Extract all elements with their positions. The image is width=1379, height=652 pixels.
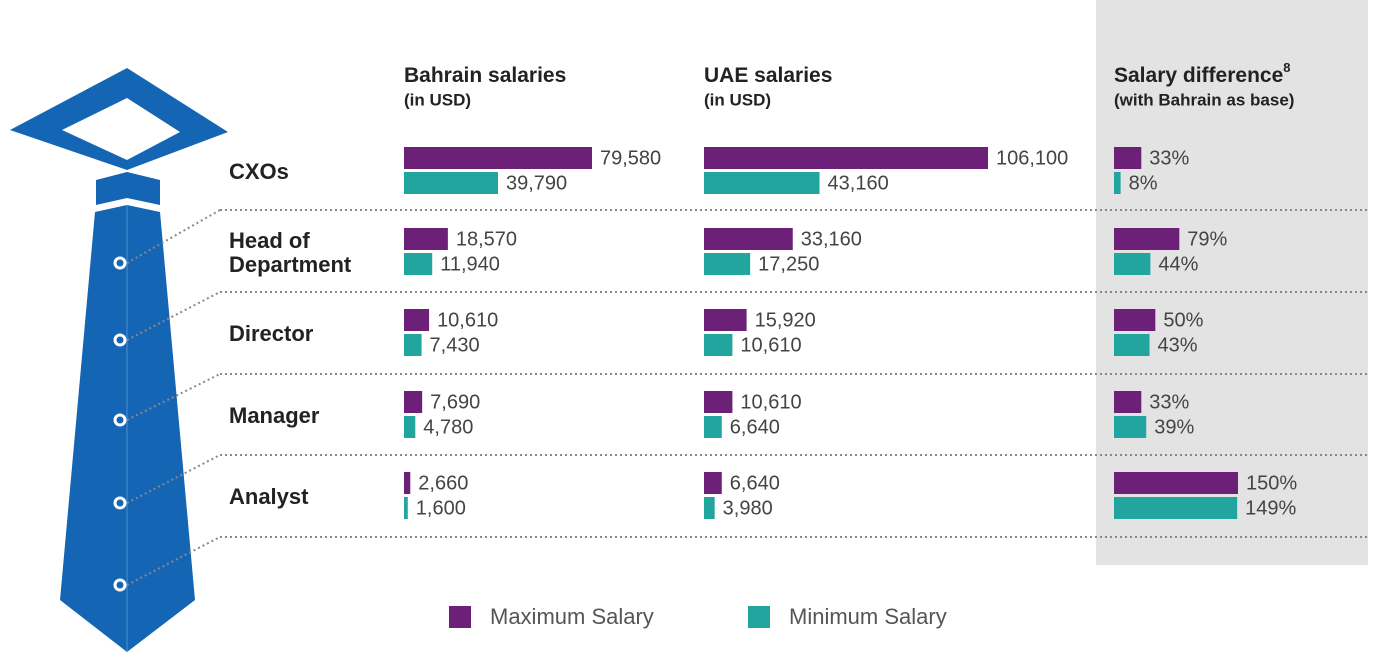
value-label: 43% <box>1158 334 1198 356</box>
value-label: 44% <box>1158 253 1198 275</box>
bar <box>704 472 722 494</box>
value-label: 10,610 <box>740 391 801 413</box>
legend-label: Minimum Salary <box>789 604 947 629</box>
value-label: 6,640 <box>730 472 780 494</box>
value-label: 11,940 <box>440 253 500 275</box>
category-label: CXOs <box>229 160 401 184</box>
tie-stud <box>115 335 125 345</box>
value-label: 17,250 <box>758 253 819 275</box>
value-label: 7,430 <box>430 334 480 356</box>
panel-subtitle: (in USD) <box>404 90 471 109</box>
tie-stud <box>115 580 125 590</box>
legend-label: Maximum Salary <box>490 604 654 629</box>
value-label: 10,610 <box>437 309 498 331</box>
bar <box>404 147 592 169</box>
value-label: 150% <box>1246 472 1297 494</box>
tie-stud <box>115 415 125 425</box>
panel-subtitle: (in USD) <box>704 90 771 109</box>
bar <box>1114 334 1150 356</box>
value-label: 79,580 <box>600 147 661 169</box>
bar <box>704 497 715 519</box>
value-label: 39,790 <box>506 172 567 194</box>
infographic: Bahrain salaries (in USD) 79,580 18,570 10,6… <box>0 0 1379 652</box>
value-label: 2,660 <box>418 472 468 494</box>
bar <box>404 334 422 356</box>
bar <box>404 416 415 438</box>
category-label: Analyst <box>229 485 401 509</box>
bar <box>704 309 747 331</box>
bar <box>1114 416 1146 438</box>
bar <box>704 416 722 438</box>
tie-stud <box>115 498 125 508</box>
panel-title-text: UAE salaries <box>704 64 832 87</box>
value-label: 33% <box>1149 391 1189 413</box>
panel-title: Bahrain salaries <box>404 64 566 87</box>
bar <box>704 253 750 275</box>
panel-title-text: Salary difference <box>1114 64 1283 87</box>
panel-title: UAE salaries <box>704 64 832 87</box>
bar <box>704 391 732 413</box>
bar <box>404 391 422 413</box>
bar <box>1114 497 1237 519</box>
tie-collar <box>96 172 160 205</box>
chart: Bahrain salaries (in USD) 79,580 18,570 10,6… <box>0 0 1379 652</box>
value-label: 7,690 <box>430 391 480 413</box>
value-label: 18,570 <box>456 228 517 250</box>
value-label: 39% <box>1154 416 1194 438</box>
category-label: Head of Department <box>229 229 401 277</box>
value-label: 8% <box>1129 172 1158 194</box>
bar <box>1114 147 1141 169</box>
bar <box>704 228 793 250</box>
value-label: 6,640 <box>730 416 780 438</box>
bar <box>404 172 498 194</box>
legend-swatch <box>449 606 471 628</box>
panel-title-text: Bahrain salaries <box>404 64 566 87</box>
bar <box>404 228 448 250</box>
legend-swatch <box>748 606 770 628</box>
panel-title: Salary difference8 <box>1114 60 1291 86</box>
bar <box>404 497 408 519</box>
value-label: 43,160 <box>828 172 889 194</box>
value-label: 33,160 <box>801 228 862 250</box>
tie-stud <box>115 258 125 268</box>
bar <box>1114 391 1141 413</box>
category-label: Manager <box>229 404 401 428</box>
bar <box>1114 309 1155 331</box>
value-label: 149% <box>1245 497 1296 519</box>
category-label: Director <box>229 322 401 346</box>
value-label: 1,600 <box>416 497 466 519</box>
value-label: 50% <box>1163 309 1203 331</box>
panel-subtitle: (with Bahrain as base) <box>1114 90 1294 109</box>
bar <box>1114 172 1121 194</box>
value-label: 15,920 <box>755 309 816 331</box>
value-label: 10,610 <box>740 334 801 356</box>
value-label: 106,100 <box>996 147 1068 169</box>
bar <box>704 334 732 356</box>
bar <box>404 472 410 494</box>
bar <box>1114 253 1150 275</box>
value-label: 79% <box>1187 228 1227 250</box>
bar <box>404 309 429 331</box>
footnote-marker: 8 <box>1283 60 1290 75</box>
bar <box>1114 228 1179 250</box>
value-label: 33% <box>1149 147 1189 169</box>
bar <box>704 147 988 169</box>
bar <box>704 172 820 194</box>
tie <box>10 68 228 652</box>
bar <box>404 253 432 275</box>
value-label: 4,780 <box>423 416 473 438</box>
bar <box>1114 472 1238 494</box>
value-label: 3,980 <box>723 497 773 519</box>
